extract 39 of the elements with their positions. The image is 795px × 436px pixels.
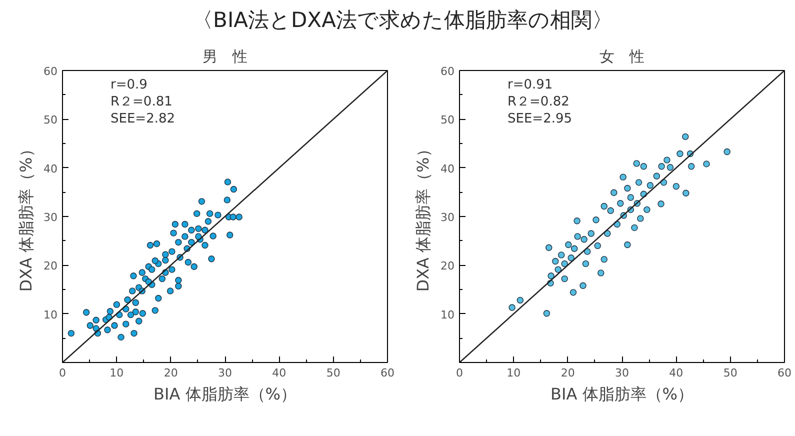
x-tick-label: 10 (506, 366, 521, 380)
x-tick-label: 20 (560, 366, 575, 380)
chart-subtitle: 男 性 (202, 48, 248, 66)
chart-subtitle: 女 性 (600, 48, 644, 66)
annotation: SEE=2.95 (508, 112, 572, 126)
x-tick-label: 30 (615, 366, 629, 380)
x-tick-label: 40 (669, 366, 684, 380)
x-tick-label: 0 (456, 366, 463, 380)
x-axis-title: BIA 体脂肪率（%） (154, 384, 296, 404)
x-tick-label: 20 (164, 366, 178, 380)
chart-title: 〈BIA法とDXA法で求めた体脂肪率の相関〉 (192, 7, 613, 34)
y-tick-label: 40 (440, 162, 455, 176)
y-tick-label: 60 (44, 65, 58, 78)
x-tick-label: 40 (272, 366, 286, 380)
annotation: R２=0.81 (110, 94, 172, 110)
y-tick-label: 50 (44, 114, 58, 127)
y-tick-label: 10 (44, 308, 58, 322)
y-tick-label: 50 (440, 114, 455, 127)
annotation: SEE=2.82 (110, 112, 176, 126)
y-axis-title: DXA 体脂肪率（%） (414, 141, 433, 292)
x-tick-label: 0 (59, 366, 66, 380)
x-axis-title: BIA 体脂肪率（%） (550, 384, 694, 404)
x-tick-label: 30 (218, 366, 232, 380)
x-tick-label: 60 (778, 366, 792, 380)
x-tick-label: 10 (110, 366, 124, 380)
y-tick-label: 10 (440, 308, 455, 322)
y-tick-label: 60 (440, 65, 455, 78)
x-tick-label: 60 (380, 366, 394, 380)
y-axis-title: DXA 体脂肪率（%） (16, 141, 36, 292)
annotation: R２=0.82 (508, 94, 570, 110)
x-tick-label: 50 (326, 366, 340, 380)
x-tick-label: 50 (723, 366, 738, 380)
y-tick-label: 40 (44, 162, 58, 176)
y-tick-label: 30 (440, 211, 455, 224)
y-tick-label: 20 (440, 260, 455, 273)
y-tick-label: 20 (44, 260, 58, 273)
annotation: r=0.9 (110, 78, 148, 92)
annotation: r=0.91 (508, 78, 553, 92)
y-tick-label: 30 (44, 211, 58, 224)
